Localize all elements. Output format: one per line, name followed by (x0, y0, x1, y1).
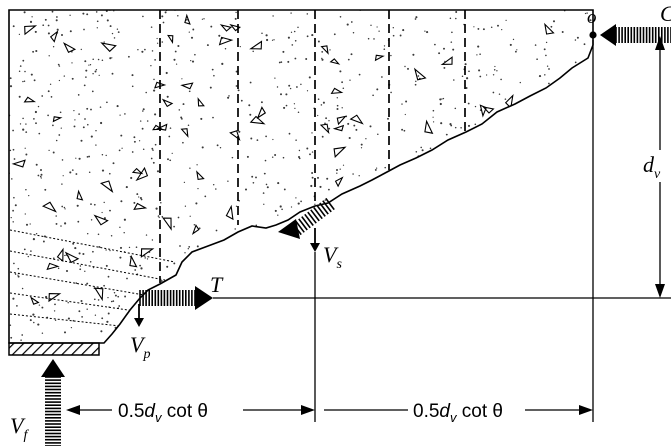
aggregate-marks (11, 13, 586, 339)
support-plate (8, 342, 100, 356)
vp-down-arrow (134, 304, 144, 327)
force-c-label: C (660, 1, 671, 26)
point-o-marker (589, 31, 597, 39)
vs-down-arrow (310, 228, 320, 252)
vf-label: Vf (10, 413, 29, 443)
crack-outline (8, 9, 594, 344)
dv-label: dv (643, 152, 661, 182)
vs-label: Vs (323, 242, 342, 272)
vf-up-arrow (41, 359, 65, 446)
vs-inclined-arrow (278, 197, 335, 239)
vp-label: Vp (130, 332, 150, 362)
dv-dimension (641, 36, 671, 298)
reference-lines (213, 40, 671, 422)
tension-arrow (139, 286, 213, 310)
concrete-body (8, 9, 594, 344)
dim-left-label: 0.5dv cot θ (118, 401, 208, 425)
stirrups (159, 10, 466, 283)
dim-right-label: 0.5dv cot θ (413, 401, 503, 425)
prestress-lines (9, 229, 176, 327)
point-o-label: o (587, 7, 597, 28)
compression-arrow (600, 24, 671, 46)
force-t-label: T (210, 272, 224, 297)
bottom-dimension-left (66, 405, 315, 415)
bottom-dimension-right (324, 405, 593, 415)
concrete-texture (9, 10, 593, 343)
